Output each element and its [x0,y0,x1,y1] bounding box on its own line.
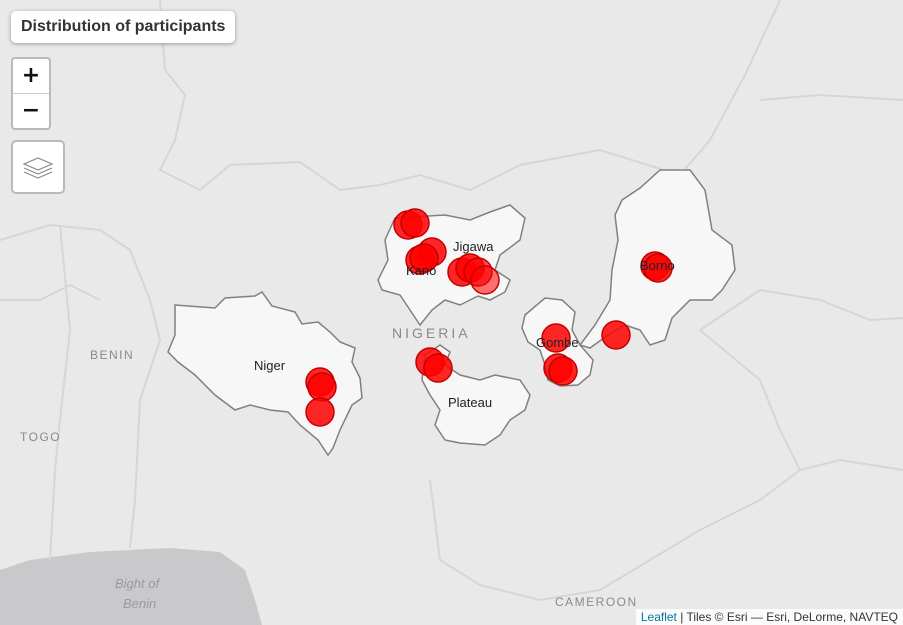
marker[interactable] [643,253,673,283]
layers-icon [22,157,54,179]
attribution-text: | Tiles © Esri — Esri, DeLorme, NAVTEQ [676,610,898,624]
marker[interactable] [409,243,439,273]
label-togo: TOGO [20,430,61,444]
marker[interactable] [307,372,337,402]
label-bight-line1: Bight of [115,576,160,591]
marker[interactable] [541,323,571,353]
state-label-borno: Borno [640,258,675,273]
attribution-bar: Leaflet | Tiles © Esri — Esri, DeLorme, … [635,609,903,625]
label-bight-line2: Benin [123,596,156,611]
basemap-labels: NIGERIA BENIN TOGO CAMEROON Bight of Ben… [20,325,638,611]
zoom-in-button[interactable]: + [13,59,49,94]
zoom-out-button[interactable]: − [21,98,41,123]
water-bight-of-benin [0,548,262,625]
marker[interactable] [423,353,453,383]
state-label-plateau: Plateau [448,395,492,410]
state-label-jigawa: Jigawa [453,239,494,254]
participant-markers[interactable] [305,208,673,427]
state-label-kano: Kano [406,263,436,278]
state-label-niger: Niger [254,358,286,373]
label-nigeria: NIGERIA [392,325,471,341]
country-borders [0,0,903,602]
layers-control-button[interactable] [11,140,65,194]
marker[interactable] [400,208,430,238]
marker[interactable] [470,265,500,295]
label-cameroon: CAMEROON [555,595,638,609]
label-benin: BENIN [90,348,134,362]
map-title: Distribution of participants [11,11,236,43]
leaflet-link[interactable]: Leaflet [640,610,677,624]
marker[interactable] [601,320,631,350]
zoom-control: + − [11,57,51,130]
marker[interactable] [548,356,578,386]
state-label-gombe: Gombe [536,335,579,350]
marker[interactable] [305,397,335,427]
state-labels: Niger Kano Jigawa Plateau Gombe Borno [254,239,675,410]
